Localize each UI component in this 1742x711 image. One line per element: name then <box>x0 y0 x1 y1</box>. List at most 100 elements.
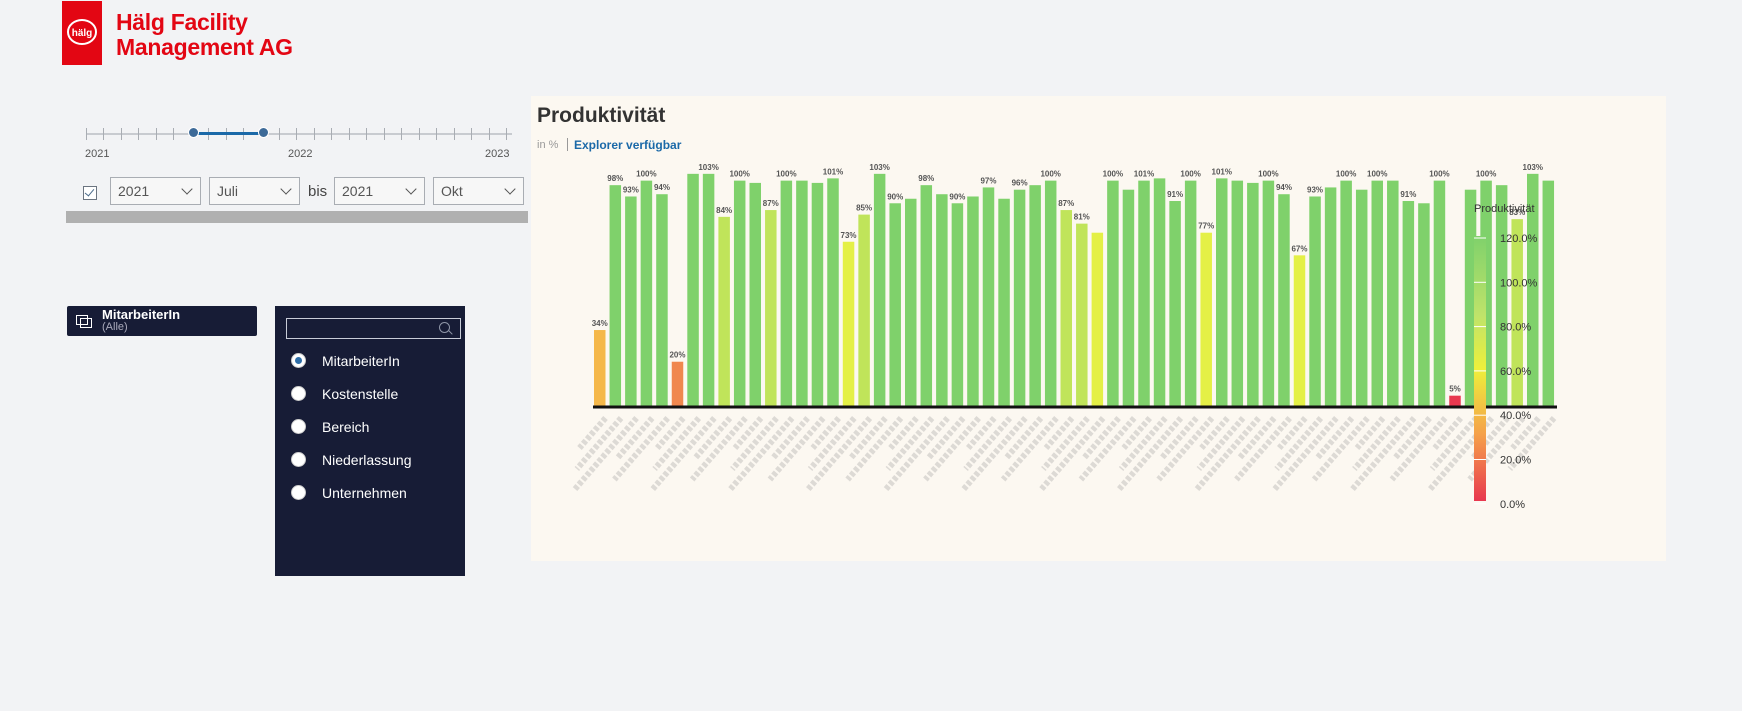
bar[interactable] <box>1044 180 1057 407</box>
bar[interactable] <box>671 361 684 407</box>
bar[interactable] <box>951 203 964 407</box>
bar[interactable] <box>889 203 901 407</box>
bar[interactable] <box>1355 189 1368 407</box>
bar[interactable] <box>1153 178 1166 407</box>
bar[interactable] <box>1464 189 1477 407</box>
data-label: 91% <box>1400 190 1416 199</box>
bar[interactable] <box>1418 203 1430 407</box>
x-category-label-redacted <box>612 416 670 482</box>
bar[interactable] <box>1340 180 1352 407</box>
bar[interactable] <box>1200 232 1212 407</box>
bar[interactable] <box>827 178 839 407</box>
bar[interactable] <box>1138 180 1150 407</box>
legend-tick-label: 0.0% <box>1500 499 1525 511</box>
bar[interactable] <box>625 196 637 407</box>
data-label: 103% <box>1523 163 1543 172</box>
bar[interactable] <box>780 180 793 407</box>
chevron-down-icon <box>181 183 193 195</box>
timeline-slider[interactable]: 2021 2022 2023 <box>85 120 512 170</box>
data-label: 97% <box>980 176 996 185</box>
bar[interactable] <box>936 194 948 407</box>
bar[interactable] <box>733 180 746 407</box>
bar[interactable] <box>594 330 606 407</box>
radio-icon[interactable] <box>291 419 306 434</box>
bar[interactable] <box>1495 185 1508 407</box>
bar[interactable] <box>1387 180 1399 407</box>
bar[interactable] <box>1324 187 1337 407</box>
slider-end-handle[interactable] <box>258 127 269 138</box>
x-category-label-redacted <box>1078 416 1137 482</box>
search-icon[interactable] <box>439 322 450 333</box>
bar[interactable] <box>998 198 1010 407</box>
bar[interactable] <box>842 241 855 407</box>
explorer-link[interactable]: Explorer verfügbar <box>574 138 682 152</box>
bar[interactable] <box>982 187 995 407</box>
from-year-value: 2021 <box>118 183 150 199</box>
x-category-label-redacted <box>963 416 1013 471</box>
data-label: 85% <box>856 204 872 213</box>
bar[interactable] <box>920 185 933 407</box>
dimension-search-input[interactable] <box>286 318 461 339</box>
bar[interactable] <box>1247 182 1259 407</box>
radio-icon[interactable] <box>291 386 306 401</box>
date-filter-checkbox[interactable] <box>83 186 97 200</box>
bar[interactable] <box>873 173 886 407</box>
bar[interactable] <box>967 196 979 407</box>
from-month-select[interactable]: Juli <box>209 177 300 205</box>
bar[interactable] <box>1184 180 1197 407</box>
bar[interactable] <box>1309 196 1321 407</box>
bar[interactable] <box>796 180 808 407</box>
radio-selected-icon[interactable] <box>291 353 306 368</box>
bar[interactable] <box>1402 201 1415 407</box>
bar[interactable] <box>1216 178 1228 407</box>
bar[interactable] <box>1107 180 1119 407</box>
bar[interactable] <box>765 210 777 407</box>
chevron-down-icon <box>504 183 516 195</box>
bar[interactable] <box>858 214 870 407</box>
data-label: 73% <box>841 231 857 240</box>
bar[interactable] <box>1169 201 1181 407</box>
data-label: 5% <box>1449 385 1461 394</box>
x-category-label-redacted <box>1352 416 1401 471</box>
bar[interactable] <box>1231 180 1244 407</box>
bar[interactable] <box>1527 173 1539 407</box>
data-label: 100% <box>729 170 749 179</box>
to-year-select[interactable]: 2021 <box>334 177 425 205</box>
filter-token-mitarbeiterin[interactable]: MitarbeiterIn (Alle) <box>67 306 257 336</box>
from-year-select[interactable]: 2021 <box>110 177 201 205</box>
bar[interactable] <box>1091 232 1104 407</box>
bar[interactable] <box>1433 180 1446 407</box>
legend-color-scale <box>1474 236 1486 501</box>
bar[interactable] <box>749 182 762 407</box>
bar[interactable] <box>1029 185 1041 407</box>
radio-icon[interactable] <box>291 452 306 467</box>
bar[interactable] <box>811 182 824 407</box>
to-month-select[interactable]: Okt <box>433 177 524 205</box>
bar[interactable] <box>687 173 699 407</box>
radio-icon[interactable] <box>291 485 306 500</box>
bar[interactable] <box>702 173 715 407</box>
slider-track[interactable] <box>86 133 512 135</box>
bar[interactable] <box>1060 210 1073 407</box>
data-label: 77% <box>1198 222 1214 231</box>
bar[interactable] <box>718 216 730 407</box>
bar[interactable] <box>1262 180 1275 407</box>
bar[interactable] <box>656 194 668 407</box>
bar[interactable] <box>1293 255 1306 407</box>
bar[interactable] <box>905 198 917 407</box>
bar[interactable] <box>1013 189 1026 407</box>
bar[interactable] <box>1511 219 1523 407</box>
bar[interactable] <box>1122 189 1135 407</box>
bar[interactable] <box>1076 223 1088 407</box>
data-label: 100% <box>1367 170 1387 179</box>
slider-start-handle[interactable] <box>188 127 199 138</box>
bar[interactable] <box>1278 194 1290 407</box>
bar[interactable] <box>1449 395 1461 407</box>
bar[interactable] <box>640 180 653 407</box>
bar[interactable] <box>1371 180 1384 407</box>
x-category-label-redacted <box>1003 416 1044 461</box>
bar[interactable] <box>609 185 622 407</box>
logo-line-2: Management AG <box>116 34 293 60</box>
bar[interactable] <box>1542 180 1555 407</box>
bar[interactable] <box>1480 180 1492 407</box>
